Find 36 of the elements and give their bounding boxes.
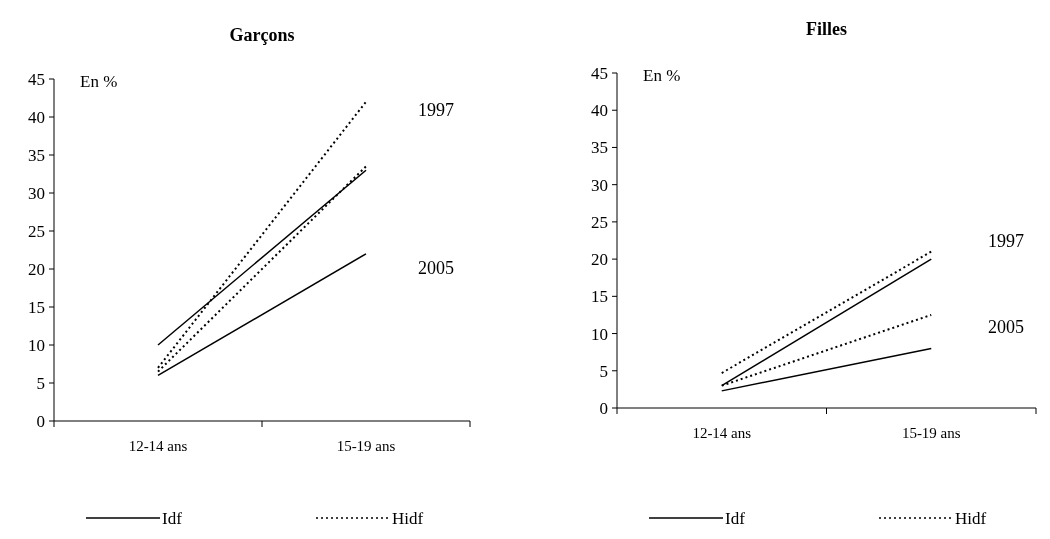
x-tick-label: 15-19 ans: [901, 425, 961, 441]
legend-label: Idf: [725, 508, 746, 528]
y-axis-title: En %: [643, 66, 681, 85]
legend-label: Idf: [162, 508, 183, 528]
chart-title: Garçons: [229, 25, 295, 45]
y-tick-label: 30: [591, 175, 608, 195]
y-tick-label: 40: [28, 107, 45, 127]
y-tick-label: 0: [36, 411, 45, 431]
y-tick-label: 20: [28, 259, 45, 279]
x-tick-label: 15-19 ans: [336, 438, 396, 454]
y-tick-label: 45: [28, 69, 45, 89]
annotation: 2005: [988, 317, 1024, 338]
y-tick-label: 30: [28, 183, 45, 203]
legend-label: Hidf: [955, 508, 987, 528]
legend-label: Hidf: [392, 508, 424, 528]
y-tick-label: 5: [599, 361, 608, 381]
annotation: 1997: [988, 231, 1024, 252]
y-tick-label: 35: [28, 145, 45, 165]
y-tick-label: 10: [591, 324, 608, 344]
y-tick-label: 35: [591, 138, 608, 158]
annotation: 1997: [418, 100, 454, 121]
y-tick-label: 20: [591, 250, 608, 270]
y-tick-label: 5: [36, 373, 45, 393]
y-tick-label: 15: [28, 297, 45, 317]
y-tick-label: 25: [591, 212, 608, 232]
y-axis-title: En %: [80, 72, 118, 91]
y-tick-label: 25: [28, 221, 45, 241]
annotation: 2005: [418, 258, 454, 279]
x-tick-label: 12-14 ans: [128, 438, 188, 454]
chart-title: Filles: [806, 19, 847, 39]
x-tick-label: 12-14 ans: [692, 425, 752, 441]
y-tick-label: 40: [591, 101, 608, 121]
y-tick-label: 45: [591, 63, 608, 83]
y-tick-label: 10: [28, 335, 45, 355]
y-tick-label: 0: [599, 398, 608, 418]
y-tick-label: 15: [591, 287, 608, 307]
